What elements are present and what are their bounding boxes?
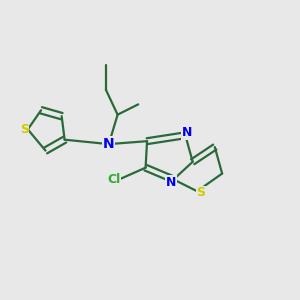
Text: Cl: Cl xyxy=(107,173,120,186)
Text: N: N xyxy=(166,176,176,189)
Text: S: S xyxy=(20,123,29,136)
Text: N: N xyxy=(182,126,192,140)
Text: N: N xyxy=(103,137,115,151)
Text: S: S xyxy=(196,186,205,199)
